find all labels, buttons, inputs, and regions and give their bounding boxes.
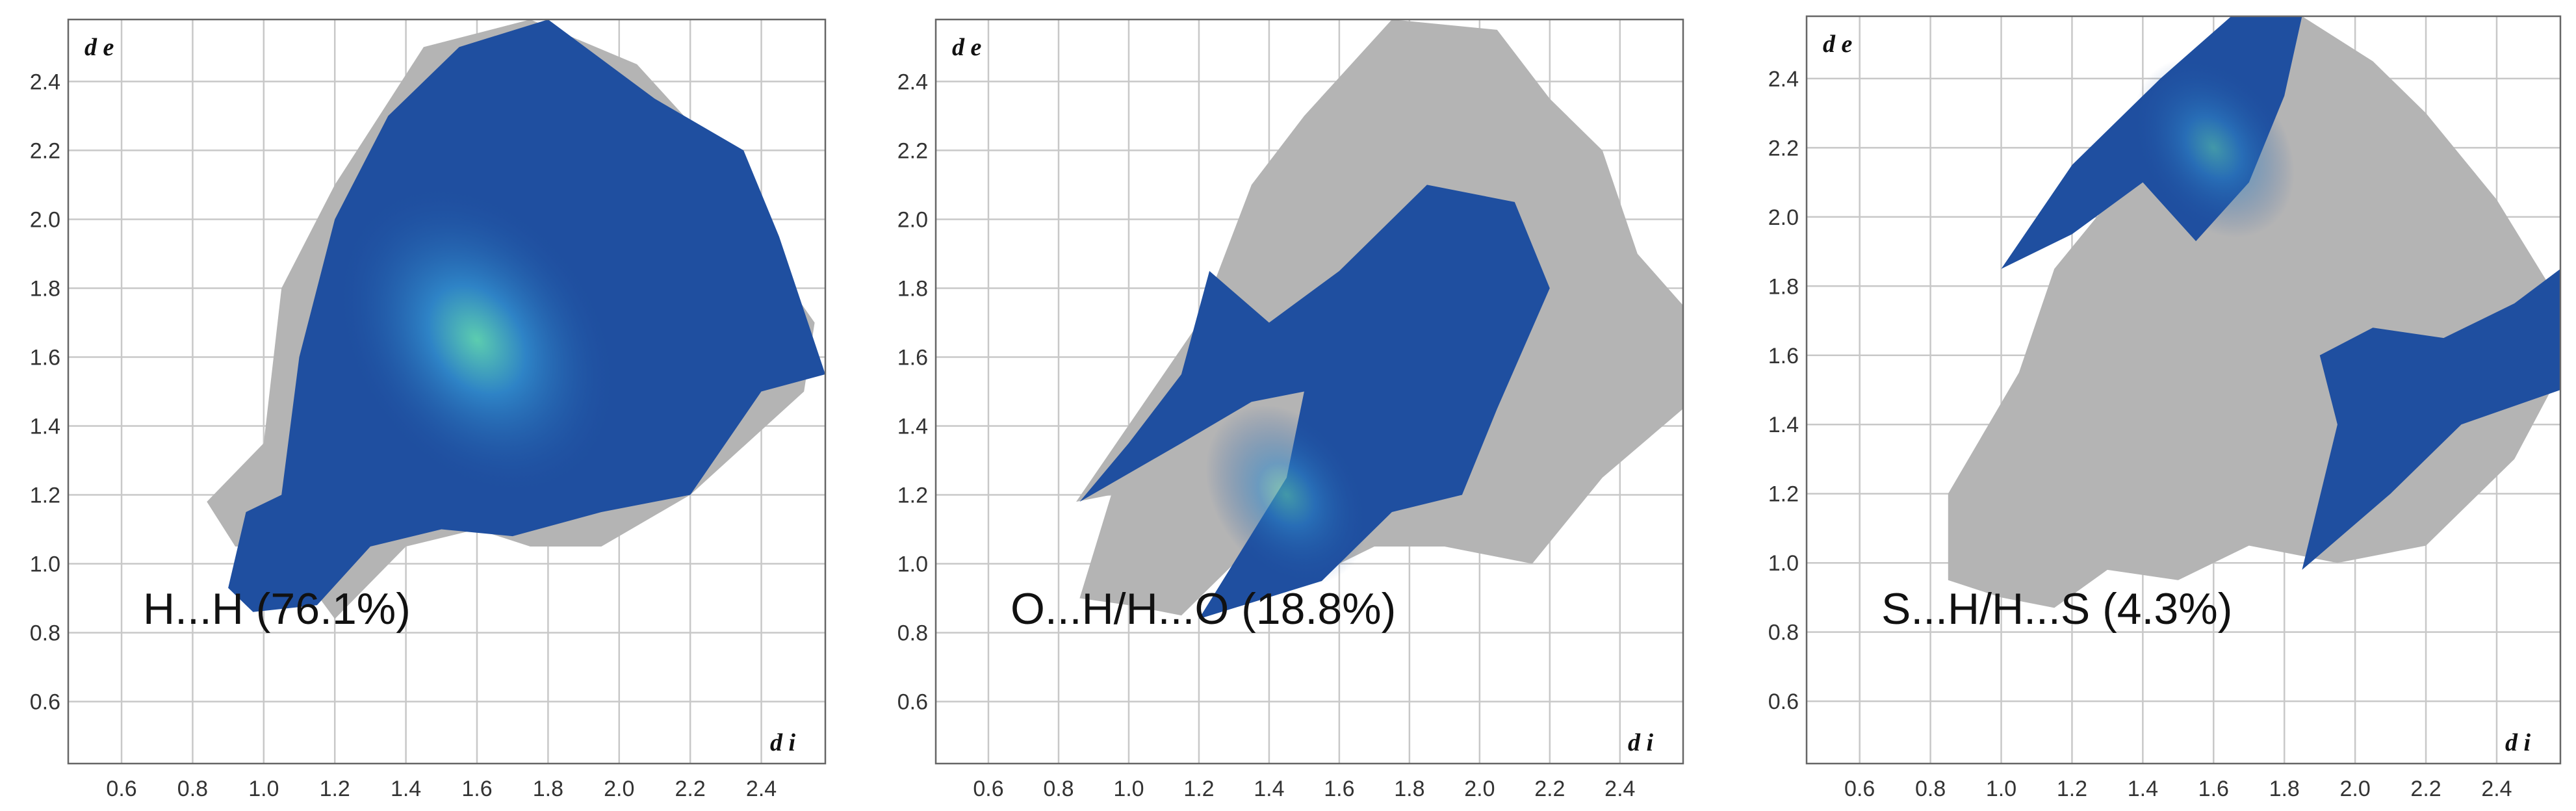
panel-hh-ytick-label-6: 1.8 — [30, 276, 60, 301]
panel-sh-xtick-label-8: 2.2 — [2410, 777, 2441, 801]
panel-sh-ytick-label-7: 2.0 — [1768, 205, 1799, 230]
panel-hh-ytick-label-9: 2.4 — [30, 70, 60, 94]
panel-oh-ytick-label-0: 0.6 — [897, 690, 928, 715]
panel-sh-xtick-label-7: 2.0 — [2339, 777, 2370, 801]
panel-sh-xtick-label-3: 1.2 — [2057, 777, 2087, 801]
panel-hh-ytick-label-5: 1.6 — [30, 345, 60, 370]
panel-oh-yticks: 0.6 0.8 1.0 1.2 1.4 1.6 1.8 2.0 2.2 2.4 — [897, 70, 928, 714]
panel-hh: 0.6 0.8 1.0 1.2 1.4 1.6 1.8 2.0 2.2 2.4 0.6 0.8 1.0… — [30, 18, 827, 801]
panel-hh-ytick-label-8: 2.2 — [30, 138, 60, 163]
panel-sh-xtick-label-9: 2.4 — [2481, 777, 2512, 801]
panel-sh-frame — [1805, 15, 2562, 765]
panel-hh-xticks: 0.6 0.8 1.0 1.2 1.4 1.6 1.8 2.0 2.2 2.4 — [106, 777, 777, 801]
panel-sh-ylabel: d e — [1823, 31, 1853, 58]
panel-oh-xlabel: d i — [1628, 729, 1654, 756]
panel-oh-ytick-label-5: 1.6 — [897, 345, 928, 370]
panel-hh-xtick-label-0: 0.6 — [106, 777, 136, 801]
panel-hh-ytick-label-2: 1.0 — [30, 552, 60, 577]
panel-hh-ytick-label-4: 1.4 — [30, 415, 60, 439]
panel-sh-ytick-label-2: 1.0 — [1768, 551, 1799, 576]
panel-sh-xtick-label-0: 0.6 — [1844, 777, 1875, 801]
panel-hh-xlabel: d i — [770, 729, 796, 756]
panel-oh-ytick-label-9: 2.4 — [897, 70, 928, 94]
panel-sh-xtick-label-6: 1.8 — [2269, 777, 2300, 801]
panel-sh-xticks: 0.6 0.8 1.0 1.2 1.4 1.6 1.8 2.0 2.2 2.4 — [1844, 777, 2512, 801]
panel-oh-xtick-label-7: 2.0 — [1464, 777, 1495, 801]
panel-sh-ytick-label-1: 0.8 — [1768, 621, 1799, 645]
panel-oh-xtick-label-4: 1.4 — [1254, 777, 1284, 801]
panel-sh: 0.6 0.8 1.0 1.2 1.4 1.6 1.8 2.0 2.2 2.4 0.6 0.8 1.0… — [1768, 15, 2562, 801]
panel-sh-ytick-label-8: 2.2 — [1768, 136, 1799, 161]
panel-sh-ytick-label-3: 1.2 — [1768, 482, 1799, 507]
panel-oh-ytick-label-3: 1.2 — [897, 483, 928, 508]
panel-oh-ytick-label-2: 1.0 — [897, 552, 928, 577]
panel-sh-highlighted-region-1 — [2302, 268, 2560, 570]
panel-hh-ytick-label-7: 2.0 — [30, 207, 60, 232]
panel-sh-xtick-label-4: 1.4 — [2128, 777, 2158, 801]
panel-hh-ytick-label-1: 0.8 — [30, 621, 60, 646]
panel-sh-ytick-label-6: 1.8 — [1768, 274, 1799, 299]
panel-hh-density-peak — [337, 184, 617, 496]
panel-oh-ytick-label-7: 2.0 — [897, 207, 928, 232]
panel-sh-fingerprint — [1948, 16, 2560, 608]
panel-hh-frame — [67, 18, 827, 765]
panel-hh-ylabel: d e — [84, 34, 114, 61]
panel-oh-xtick-label-3: 1.2 — [1183, 777, 1214, 801]
panel-sh-xtick-label-1: 0.8 — [1915, 777, 1946, 801]
panel-oh-ytick-label-1: 0.8 — [897, 621, 928, 646]
panel-oh-xtick-label-0: 0.6 — [973, 777, 1003, 801]
panel-sh-xtick-label-2: 1.0 — [1986, 777, 2016, 801]
panel-oh-ylabel: d e — [952, 34, 982, 61]
panel-sh-ytick-label-4: 1.4 — [1768, 413, 1799, 437]
panel-sh-yticks: 0.6 0.8 1.0 1.2 1.4 1.6 1.8 2.0 2.2 2.4 — [1768, 67, 1799, 714]
panel-oh-label: O...H/H...O (18.8%) — [1011, 584, 1396, 634]
panel-hh-ytick-label-3: 1.2 — [30, 483, 60, 508]
panel-oh: 0.6 0.8 1.0 1.2 1.4 1.6 1.8 2.0 2.2 2.4 0.6 0.8 1.0… — [897, 18, 1684, 801]
panel-oh-highlighted-region-0 — [1079, 185, 1550, 619]
panel-oh-ytick-label-4: 1.4 — [897, 415, 928, 439]
panel-sh-ytick-label-5: 1.6 — [1768, 344, 1799, 368]
panel-hh-yticks: 0.6 0.8 1.0 1.2 1.4 1.6 1.8 2.0 2.2 2.4 — [30, 70, 60, 714]
panel-oh-ytick-label-6: 1.8 — [897, 276, 928, 301]
panel-hh-xtick-label-2: 1.0 — [248, 777, 279, 801]
panel-sh-xlabel: d i — [2505, 729, 2531, 756]
panel-hh-xtick-label-5: 1.6 — [461, 777, 492, 801]
panel-hh-label: H...H (76.1%) — [143, 584, 411, 634]
panel-sh-ytick-label-9: 2.4 — [1768, 67, 1799, 92]
panel-sh-xtick-label-5: 1.6 — [2198, 777, 2229, 801]
panel-oh-xtick-label-9: 2.4 — [1604, 777, 1635, 801]
panel-hh-xtick-label-4: 1.4 — [391, 777, 421, 801]
panel-hh-xtick-label-1: 0.8 — [177, 777, 208, 801]
panel-oh-frame — [934, 18, 1684, 765]
panel-oh-xtick-label-5: 1.6 — [1324, 777, 1354, 801]
panel-oh-xtick-label-8: 2.2 — [1534, 777, 1565, 801]
panel-hh-xtick-label-6: 1.8 — [533, 777, 563, 801]
panel-oh-xtick-label-6: 1.8 — [1394, 777, 1424, 801]
panel-hh-xtick-label-8: 2.2 — [675, 777, 706, 801]
panel-oh-xticks: 0.6 0.8 1.0 1.2 1.4 1.6 1.8 2.0 2.2 2.4 — [973, 777, 1635, 801]
panel-oh-fingerprint — [1076, 19, 1683, 619]
panel-sh-density-peak — [2132, 58, 2295, 238]
panel-hh-ytick-label-0: 0.6 — [30, 690, 60, 715]
panel-hh-xtick-label-7: 2.0 — [604, 777, 634, 801]
panel-oh-density-peak — [1205, 405, 1368, 585]
panel-sh-ytick-label-0: 0.6 — [1768, 689, 1799, 714]
panel-sh-label: S...H/H...S (4.3%) — [1881, 584, 2232, 634]
panel-hh-fingerprint — [207, 19, 826, 619]
panel-hh-xtick-label-3: 1.2 — [320, 777, 350, 801]
panel-oh-xtick-label-1: 0.8 — [1043, 777, 1074, 801]
panel-oh-ytick-label-8: 2.2 — [897, 138, 928, 163]
panel-hh-xtick-label-9: 2.4 — [746, 777, 777, 801]
panel-oh-xtick-label-2: 1.0 — [1113, 777, 1144, 801]
